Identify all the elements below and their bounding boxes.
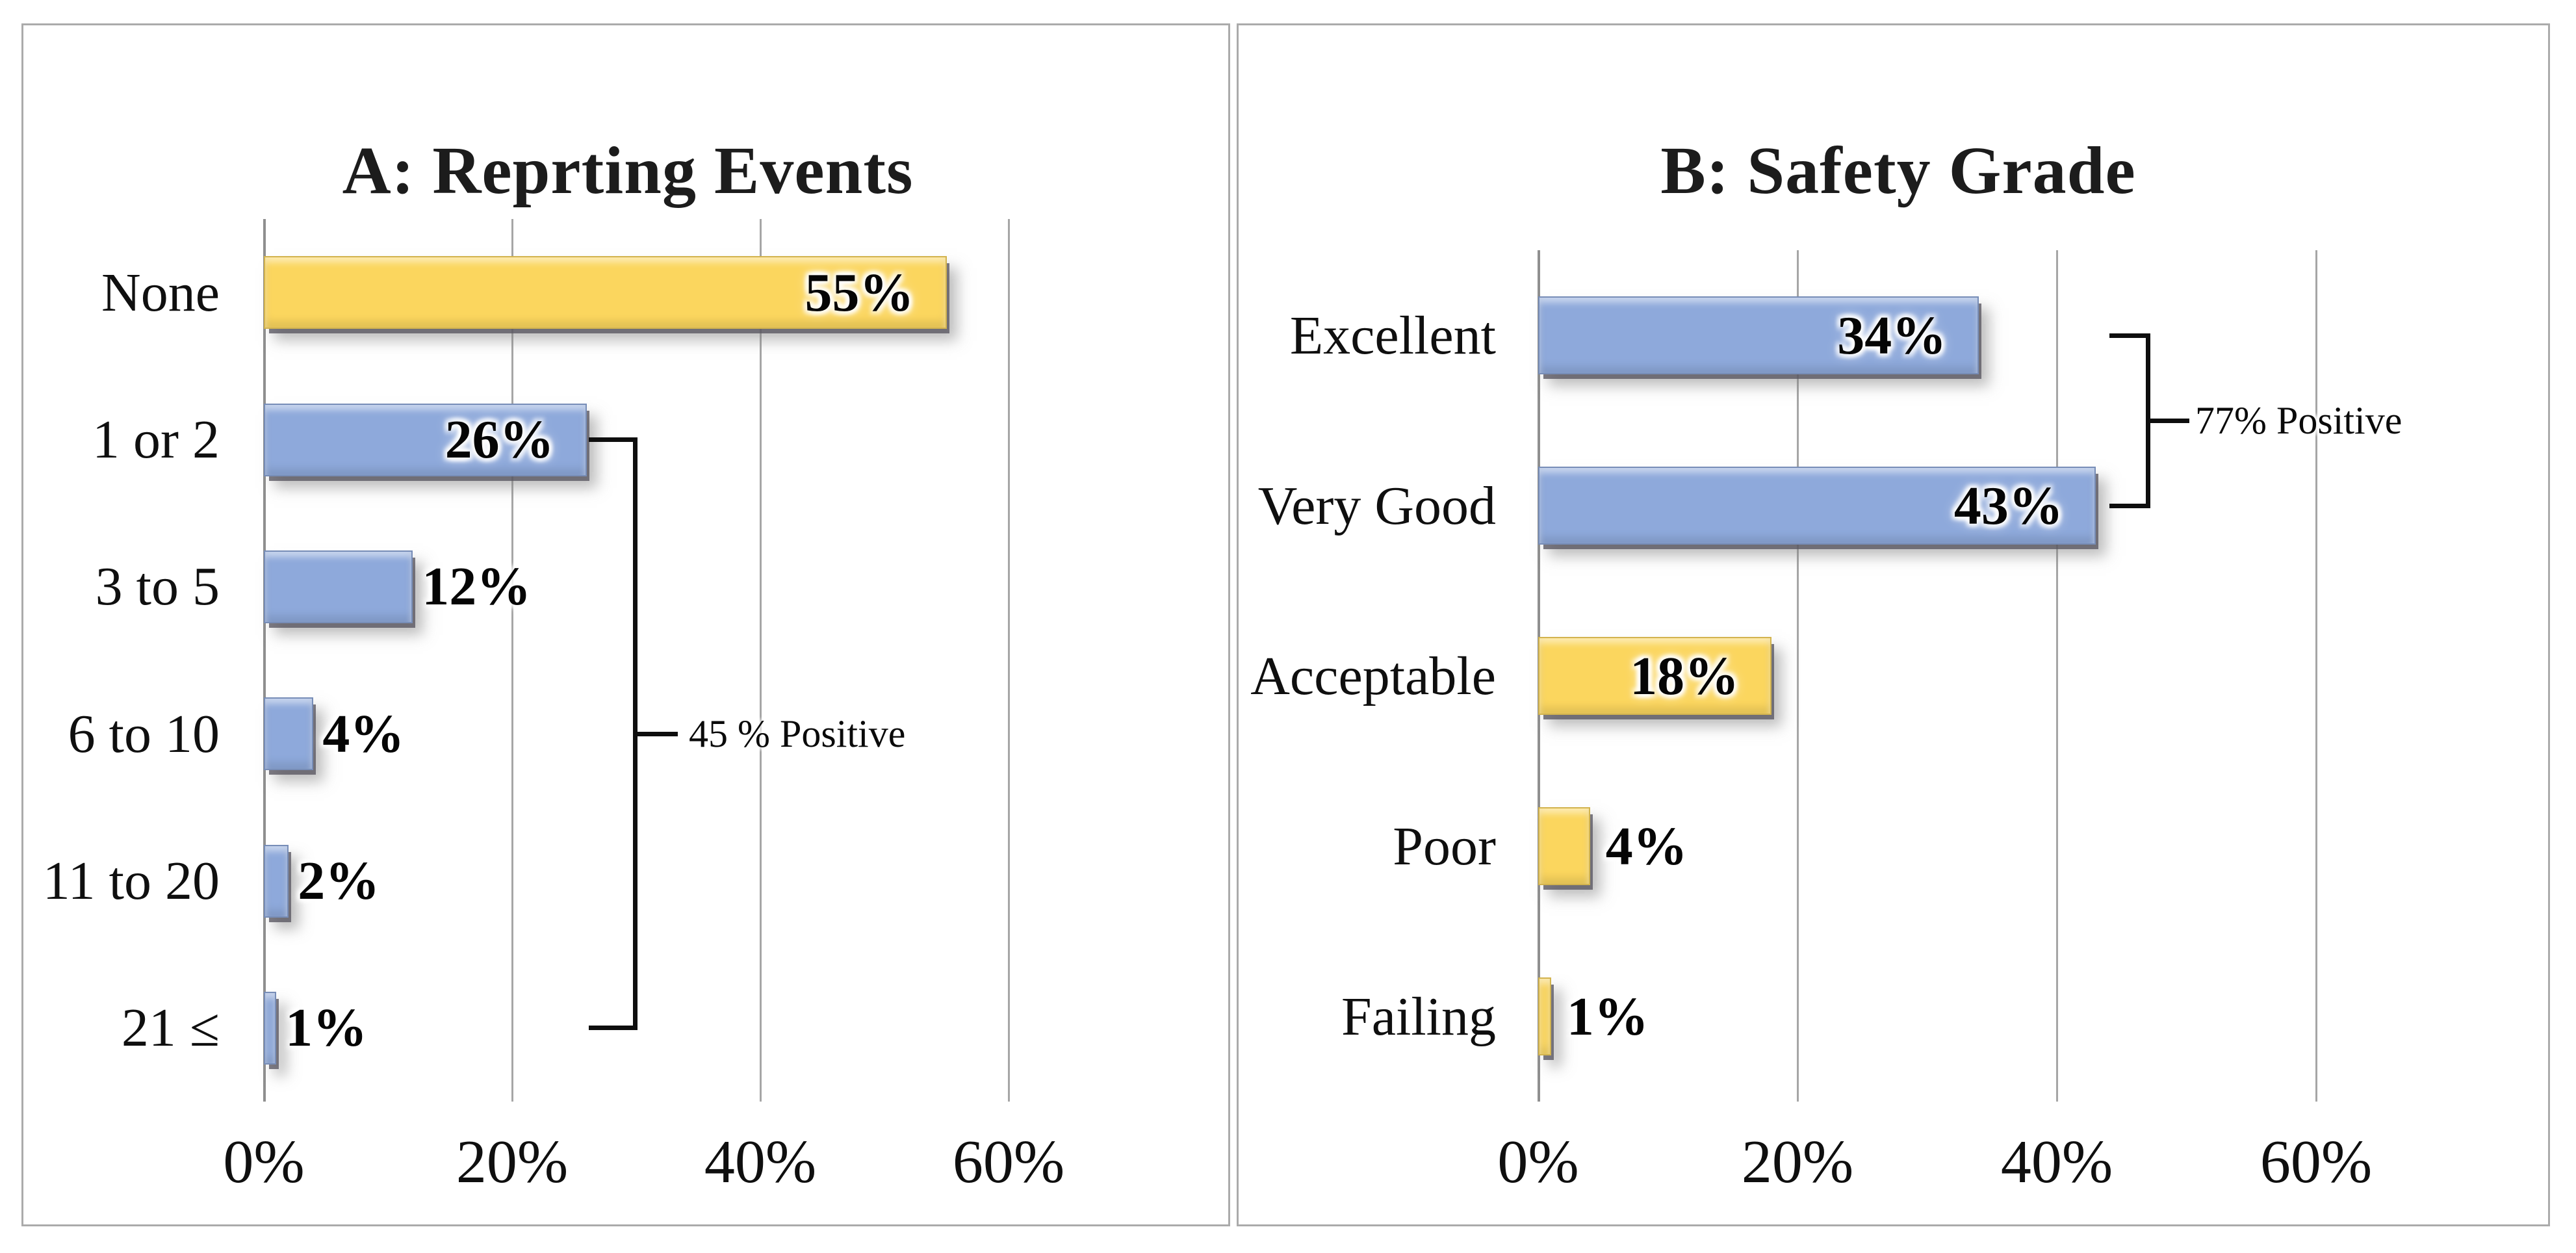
category-label-3-to-5: 3 to 5 <box>95 556 220 617</box>
bar-excellent <box>1538 296 1979 374</box>
gridline <box>1007 219 1010 1102</box>
bar-1-or-2 <box>264 403 587 476</box>
gridline <box>759 219 762 1102</box>
x-axis-tick-label: 0% <box>223 1128 305 1196</box>
category-label-very-good: Very Good <box>1257 475 1496 536</box>
category-label-none: None <box>101 262 220 323</box>
bar-21 <box>264 991 277 1065</box>
gridline <box>511 219 513 1102</box>
x-axis-tick-label: 60% <box>952 1128 1065 1196</box>
bracket-top-arm <box>2109 333 2146 338</box>
category-label-1-or-2: 1 or 2 <box>92 409 220 470</box>
x-axis-tick-label: 20% <box>456 1128 569 1196</box>
chart-b-title: B: Safety Grade <box>1660 133 2136 209</box>
x-axis-tick-label: 40% <box>2000 1128 2113 1196</box>
category-label-poor: Poor <box>1393 816 1496 877</box>
bar-very-good <box>1538 467 2096 545</box>
value-label-excellent: 34% <box>1837 305 1947 366</box>
chart-b-bracket-label: 77% Positive <box>2195 398 2402 442</box>
x-axis-tick-label: 20% <box>1741 1128 1854 1196</box>
value-label-1-or-2: 26% <box>444 409 554 470</box>
category-label-6-to-10: 6 to 10 <box>68 703 220 764</box>
bar-poor <box>1538 807 1590 885</box>
bar-6-to-10 <box>264 697 314 771</box>
x-axis-tick-label: 60% <box>2260 1128 2373 1196</box>
x-axis-tick-label: 40% <box>704 1128 817 1196</box>
value-label-acceptable: 18% <box>1630 645 1740 706</box>
panel-b-safety-grade <box>1237 23 2550 1226</box>
bar-none <box>264 256 947 329</box>
bracket-top-arm <box>589 437 633 442</box>
gridline <box>2315 250 2317 1102</box>
category-label-21: 21 ≤ <box>121 998 220 1059</box>
value-label-very-good: 43% <box>1953 475 2063 536</box>
value-label-poor: 4% <box>1605 816 1688 877</box>
value-label-11-to-20: 2% <box>298 851 380 911</box>
bracket-bottom-arm <box>589 1026 633 1031</box>
gridline <box>2055 250 2058 1102</box>
x-axis-tick-label: 0% <box>1497 1128 1579 1196</box>
bracket-bottom-arm <box>2109 503 2146 508</box>
category-label-acceptable: Acceptable <box>1250 645 1496 706</box>
chart-a-bracket-label: 45 % Positive <box>689 712 906 755</box>
gridline <box>1796 250 1799 1102</box>
chart-a-title: A: Reprting Events <box>342 133 914 209</box>
category-label-excellent: Excellent <box>1289 305 1496 366</box>
bracket-label-tick <box>638 731 678 736</box>
value-label-3-to-5: 12% <box>422 556 532 617</box>
value-label-none: 55% <box>805 262 914 323</box>
bar-acceptable <box>1538 637 1772 715</box>
bar-failing <box>1538 977 1551 1055</box>
category-label-11-to-20: 11 to 20 <box>42 851 220 911</box>
value-label-failing: 1% <box>1566 986 1649 1047</box>
bar-11-to-20 <box>264 844 289 918</box>
category-axis-line <box>263 219 266 1102</box>
value-label-6-to-10: 4% <box>322 703 405 764</box>
bracket-label-tick <box>2150 418 2189 423</box>
value-label-21: 1% <box>285 998 368 1059</box>
category-label-failing: Failing <box>1341 986 1496 1047</box>
bar-3-to-5 <box>264 550 413 623</box>
bracket-vertical <box>633 437 638 1031</box>
bracket-vertical <box>2146 333 2150 508</box>
